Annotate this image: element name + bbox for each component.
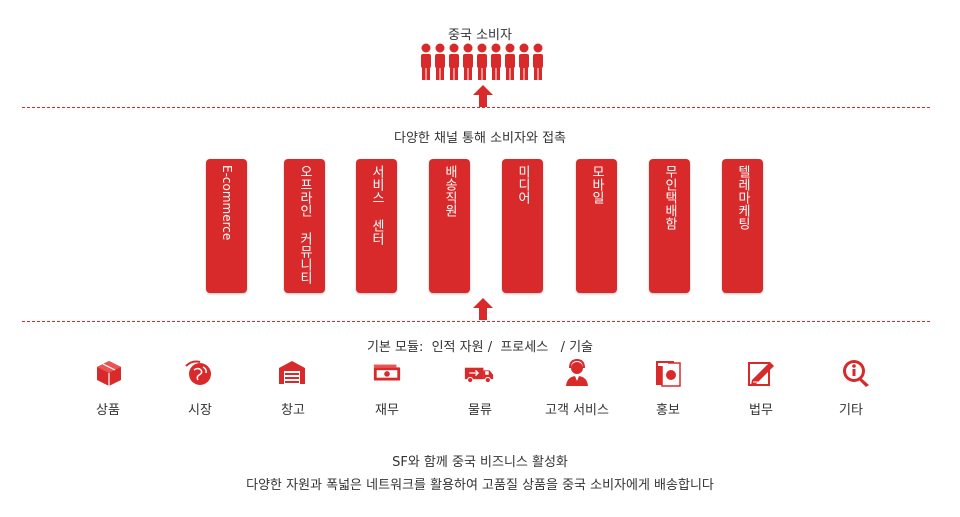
footer-description: 다양한 자원과 폭넓은 네트워크를 활용하여 고품질 상품을 중국 소비자에게 … — [246, 478, 714, 493]
channel-label: E-commerce — [220, 165, 234, 241]
footer-tagline: SF와 함께 중국 비즈니스 활성화 — [392, 455, 568, 470]
channel-card-telemarketing: 텔레마케팅 — [722, 159, 763, 293]
module-label-market: 시장 — [188, 403, 212, 418]
channel-label: 텔레마케팅 — [735, 165, 750, 230]
module-label-promotion: 홍보 — [656, 403, 680, 418]
channel-label: 서비스 센터 — [369, 165, 384, 245]
channel-label: 배송직원 — [442, 165, 457, 217]
module-label-product: 상품 — [96, 403, 120, 418]
channel-label: 미디어 — [515, 165, 530, 204]
module-label-finance: 재무 — [375, 403, 399, 418]
channel-card-delivery-staff: 배송직원 — [429, 159, 470, 293]
module-label-legal: 법무 — [749, 403, 773, 418]
channel-label: 오프라인 커뮤니티 — [297, 165, 312, 284]
consumers-people-icon — [421, 43, 543, 80]
channel-card-offline-community: 오프라인 커뮤니티 — [284, 159, 325, 293]
channel-title: 다양한 채널 통해 소비자와 접촉 — [393, 131, 566, 146]
customer-service-icon — [566, 358, 588, 386]
consumer-title: 중국 소비자 — [448, 28, 512, 43]
module-label-other: 기타 — [839, 403, 863, 418]
money-icon — [373, 364, 401, 381]
channel-label: 모바일 — [589, 165, 604, 204]
warehouse-icon — [279, 361, 305, 384]
legal-icon — [748, 362, 774, 386]
module-title: 기본 모듈: 인적 자원 / 프로세스 / 기술 — [366, 340, 594, 355]
module-label-logistics: 물류 — [468, 403, 492, 418]
module-label-customer-service: 고객 서비스 — [545, 403, 609, 418]
truck-icon — [464, 367, 494, 384]
globe-icon — [185, 360, 211, 385]
channel-card-service-center: 서비스 센터 — [356, 159, 397, 293]
channel-label: 무인택배함 — [662, 165, 677, 230]
promotion-icon — [656, 361, 681, 387]
channel-card-media: 미디어 — [502, 159, 543, 293]
info-icon — [843, 360, 869, 387]
channel-card-parcel-locker: 무인택배함 — [649, 159, 690, 293]
divider-top — [22, 107, 930, 108]
channel-card-ecommerce: E-commerce — [206, 159, 247, 293]
channel-card-mobile: 모바일 — [576, 159, 617, 293]
up-arrow-icon — [473, 298, 493, 320]
divider-bottom — [22, 321, 930, 322]
module-label-warehouse: 창고 — [281, 403, 305, 418]
box-icon — [97, 361, 121, 386]
up-arrow-icon — [473, 85, 493, 107]
